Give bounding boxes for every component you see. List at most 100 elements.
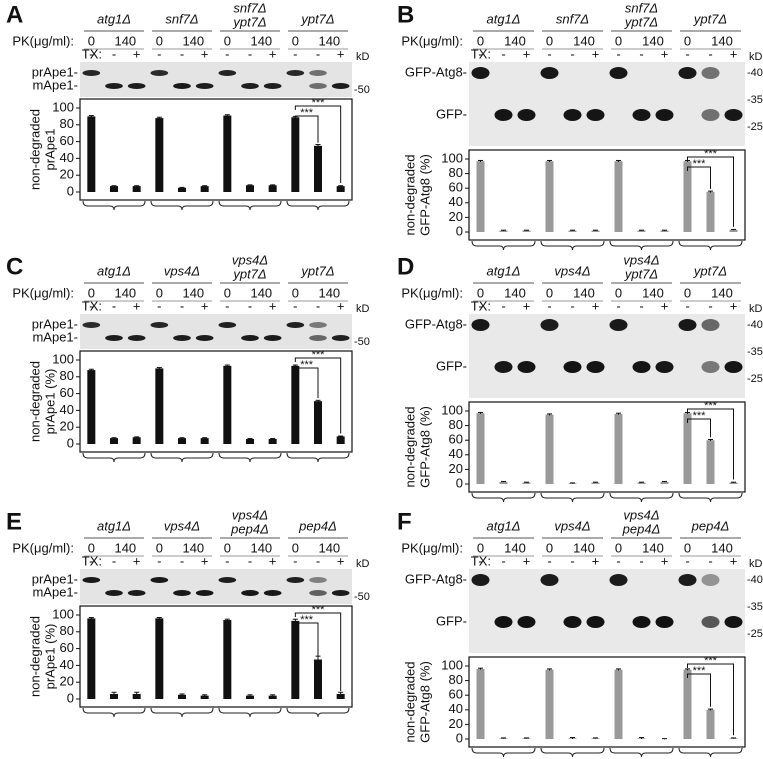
band bbox=[609, 67, 628, 79]
blot bbox=[80, 314, 352, 349]
group-brace bbox=[82, 452, 146, 463]
tx-value: + bbox=[661, 298, 669, 313]
bar bbox=[200, 438, 209, 444]
pk-value: 140 bbox=[182, 285, 204, 300]
pk-value: 0 bbox=[224, 285, 231, 300]
band bbox=[540, 574, 559, 586]
strain-label: atg1Δ bbox=[97, 518, 131, 533]
kd-marker: -25 bbox=[747, 121, 763, 133]
strain-label: atg1Δ bbox=[97, 263, 131, 278]
tx-value: + bbox=[661, 46, 669, 61]
group-brace bbox=[218, 200, 282, 211]
strain-label: ypt7Δ bbox=[232, 266, 266, 281]
pk-value: 0 bbox=[156, 285, 163, 300]
significance-label: *** bbox=[704, 655, 718, 667]
tx-value: - bbox=[570, 46, 574, 61]
bar bbox=[336, 436, 345, 444]
tx-value: + bbox=[133, 553, 141, 568]
tx-value: + bbox=[661, 553, 669, 568]
tx-value: - bbox=[112, 298, 116, 313]
y-tick-label: 100 bbox=[441, 150, 463, 165]
significance-bracket bbox=[294, 367, 319, 399]
panel-letter: E bbox=[6, 508, 22, 535]
y-tick-label: 0 bbox=[456, 223, 463, 238]
band bbox=[195, 83, 214, 89]
group-brace bbox=[678, 747, 743, 758]
significance-label: *** bbox=[312, 97, 326, 109]
tx-value: + bbox=[337, 298, 345, 313]
pk-value: 0 bbox=[292, 540, 299, 555]
bar bbox=[291, 117, 300, 192]
strain-label: pep4Δ bbox=[691, 518, 730, 533]
bar bbox=[110, 438, 118, 444]
pk-value: 0 bbox=[292, 285, 299, 300]
significance-bracket bbox=[294, 115, 319, 143]
band bbox=[150, 577, 169, 583]
bar bbox=[476, 161, 485, 232]
band bbox=[82, 322, 101, 328]
band bbox=[632, 361, 651, 373]
panel-letter: F bbox=[397, 508, 412, 535]
bar bbox=[522, 230, 531, 232]
band bbox=[173, 335, 191, 341]
y-tick-label: 20 bbox=[449, 209, 463, 224]
plot-frame bbox=[468, 401, 746, 493]
y-tick-label: 0 bbox=[456, 475, 463, 490]
panel-letter: C bbox=[6, 253, 23, 280]
tx-value: + bbox=[730, 553, 738, 568]
tx-value: - bbox=[248, 46, 252, 61]
tx-value: + bbox=[201, 298, 209, 313]
tx-value: + bbox=[201, 46, 209, 61]
strain-label: pep4Δ bbox=[230, 521, 269, 536]
kd-marker: -40 bbox=[747, 574, 763, 586]
y-tick-label: 100 bbox=[52, 99, 74, 114]
pk-value: 0 bbox=[224, 540, 231, 555]
band bbox=[331, 590, 350, 596]
band bbox=[309, 83, 327, 89]
kd-marker: -25 bbox=[747, 373, 763, 385]
blot bbox=[469, 314, 745, 398]
significance-label: *** bbox=[704, 148, 718, 160]
bar bbox=[132, 437, 141, 444]
band bbox=[494, 361, 513, 373]
bar bbox=[545, 669, 554, 739]
bar bbox=[683, 669, 692, 739]
band bbox=[678, 319, 697, 331]
significance-label: *** bbox=[704, 400, 718, 412]
group-brace bbox=[82, 200, 146, 211]
tx-value: - bbox=[708, 298, 712, 313]
band-label: mApe1- bbox=[32, 584, 78, 599]
y-tick-label: 60 bbox=[60, 385, 74, 400]
tx-value: + bbox=[730, 298, 738, 313]
bar bbox=[729, 229, 738, 232]
pk-value: 140 bbox=[573, 285, 595, 300]
blot bbox=[469, 569, 745, 653]
band bbox=[309, 322, 327, 328]
bar bbox=[155, 618, 164, 699]
band bbox=[632, 109, 651, 121]
group-brace bbox=[678, 492, 743, 503]
bar bbox=[87, 618, 96, 699]
bar bbox=[200, 186, 209, 192]
pk-value: 140 bbox=[250, 285, 272, 300]
bar bbox=[499, 230, 508, 232]
bar bbox=[314, 659, 322, 699]
band bbox=[678, 574, 697, 586]
blot bbox=[80, 569, 352, 604]
band bbox=[218, 322, 237, 328]
band bbox=[173, 83, 191, 89]
bar bbox=[178, 187, 186, 192]
tx-value: - bbox=[112, 553, 116, 568]
tx-value: + bbox=[523, 298, 531, 313]
plot-frame bbox=[468, 656, 746, 748]
band bbox=[241, 335, 259, 341]
band bbox=[218, 577, 237, 583]
strain-label: ypt7Δ bbox=[300, 263, 334, 278]
band bbox=[309, 577, 327, 583]
bar bbox=[522, 738, 531, 739]
band bbox=[309, 590, 327, 596]
band bbox=[701, 67, 720, 79]
pk-value: 0 bbox=[477, 540, 484, 555]
